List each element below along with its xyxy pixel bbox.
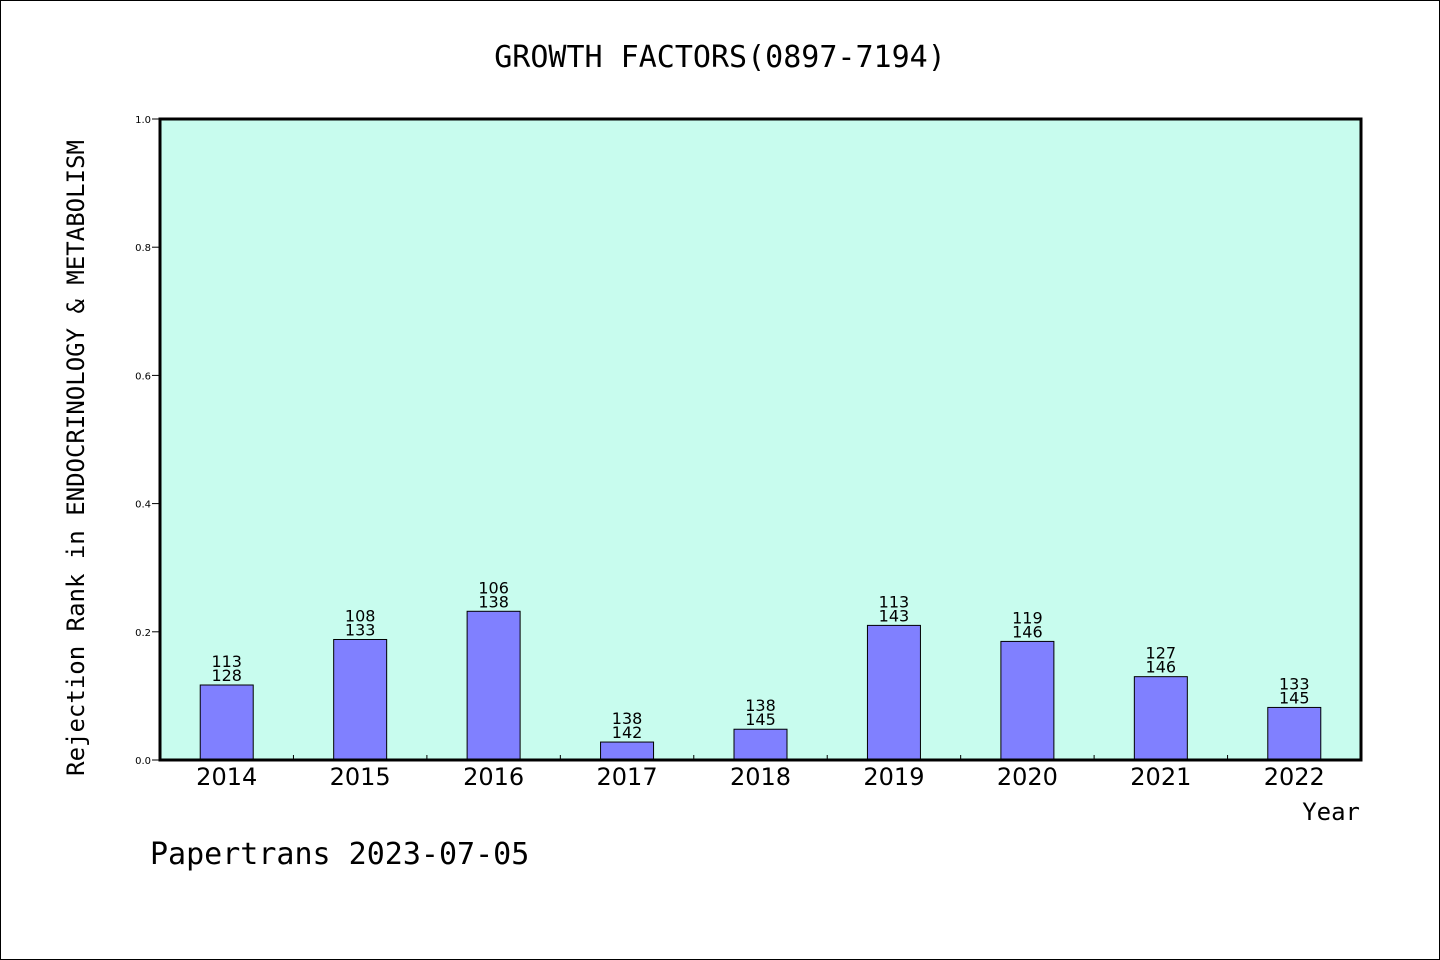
plot-border [158, 117, 1363, 762]
bar-label-bottom-2015: 133 [345, 620, 376, 639]
bar-label-top-2018: 138 [745, 696, 776, 715]
chart-title: GROWTH FACTORS(0897-7194) [494, 40, 946, 75]
y-axis-ticks: 0.0 0.2 0.4 0.6 0.8 1.0 [135, 115, 160, 767]
x-axis-ticks: 2014 2015 2016 2017 2018 2019 2020 2021 2022 [196, 755, 1325, 791]
bar-label-top-2019: 113 [879, 592, 910, 611]
y-tick-label: 0.6 [135, 371, 151, 382]
bar-label-top-2016: 106 [478, 578, 509, 597]
bar-2018 [733, 728, 788, 761]
y-axis-label: Rejection Rank in ENDOCRINOLOGY & METABO… [62, 140, 90, 776]
x-tick-label-2017: 2017 [597, 763, 658, 791]
y-tick-label: 0.4 [135, 500, 151, 511]
x-tick-label-2022: 2022 [1264, 763, 1325, 791]
bar-label-bottom-2020: 146 [1012, 622, 1043, 641]
bar-2020 [1000, 640, 1055, 761]
bar-label-bottom-2022: 145 [1279, 688, 1310, 707]
x-axis-label: Year [1302, 798, 1360, 826]
bar-label-top-2020: 119 [1012, 608, 1043, 627]
bar-label-bottom-2019: 143 [879, 606, 910, 625]
bar-label-bottom-2021: 146 [1146, 658, 1177, 677]
x-tick-label-2016: 2016 [463, 763, 524, 791]
y-tick-label: 1.0 [135, 115, 151, 126]
y-tick-label: 0.2 [135, 628, 151, 639]
x-tick-label-2018: 2018 [730, 763, 791, 791]
bar-label-bottom-2018: 145 [745, 710, 776, 729]
bar-2017 [600, 741, 655, 761]
bar-label-top-2022: 133 [1279, 674, 1310, 693]
y-tick-label: 0.0 [135, 756, 151, 767]
bar-2022 [1267, 706, 1322, 761]
bar-2015 [333, 638, 388, 761]
bar-label-bottom-2014: 128 [211, 666, 242, 685]
bar-2019 [866, 624, 921, 761]
x-tick-label-2019: 2019 [863, 763, 924, 791]
bar-label-bottom-2017: 142 [612, 723, 643, 742]
footer-credit: Papertrans 2023-07-05 [150, 837, 529, 872]
bar-label-top-2021: 127 [1146, 644, 1177, 663]
x-tick-label-2020: 2020 [997, 763, 1058, 791]
y-tick-label: 0.8 [135, 243, 151, 254]
bar-label-top-2015: 108 [345, 606, 376, 625]
bar-2016 [466, 610, 521, 761]
bar-label-bottom-2016: 138 [478, 592, 509, 611]
x-tick-label-2015: 2015 [330, 763, 391, 791]
x-tick-label-2021: 2021 [1130, 763, 1191, 791]
bar-2014 [199, 684, 254, 761]
bar-2021 [1133, 676, 1188, 761]
x-tick-label-2014: 2014 [196, 763, 257, 791]
bar-label-top-2014: 113 [211, 652, 242, 671]
bar-label-top-2017: 138 [612, 709, 643, 728]
